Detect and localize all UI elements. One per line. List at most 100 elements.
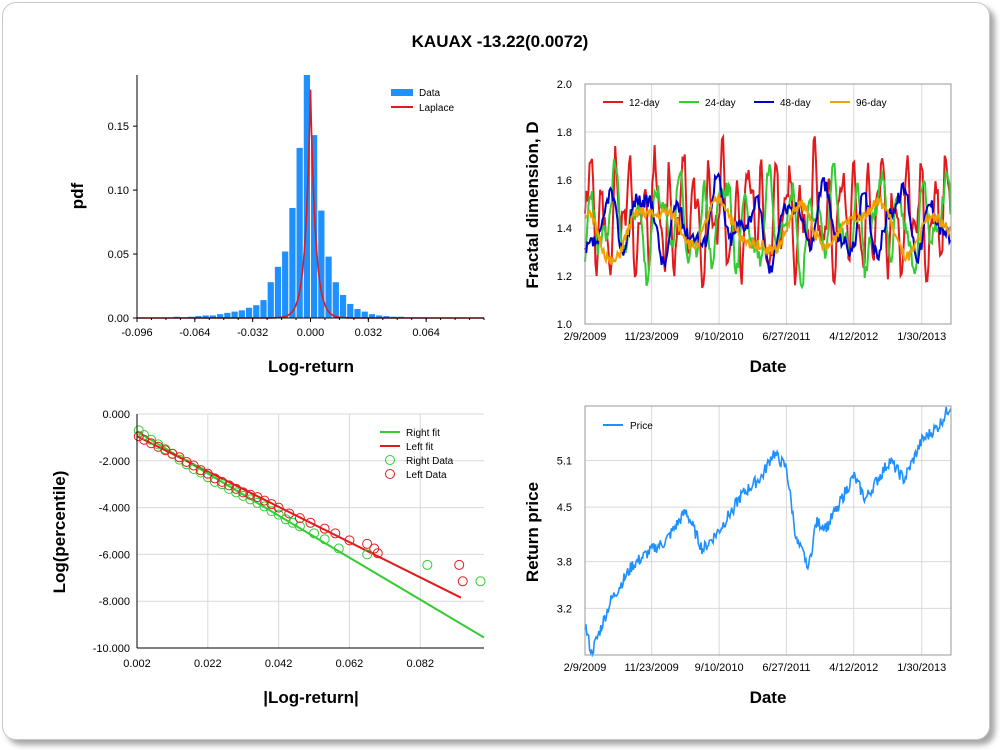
- right-data-point: [259, 501, 270, 512]
- right-data-point: [333, 543, 344, 554]
- x-tick-label: 4/12/2012: [829, 331, 878, 343]
- y-tick-label: 1.4: [557, 223, 572, 235]
- right-data-point: [319, 534, 330, 545]
- y-tick-label: 2.0: [557, 79, 572, 91]
- histogram-bar: [354, 309, 361, 318]
- histogram-bar: [368, 314, 376, 318]
- left-data-point: [319, 523, 330, 534]
- y-tick-label: 4.5: [557, 502, 572, 514]
- legend-swatch-right-data: [385, 455, 395, 465]
- series-line-48-day: [584, 172, 952, 274]
- histogram-bar: [238, 310, 245, 318]
- x-tick-label: -0.032: [237, 327, 268, 339]
- histogram-bar: [325, 256, 332, 318]
- x-tick-label: 2/9/2009: [564, 331, 607, 343]
- fractal-panel: [584, 83, 952, 325]
- main-title: KAUAX -13.22(0.0072): [411, 32, 589, 51]
- x-tick-label: 6/27/2011: [762, 331, 810, 343]
- y-tick-label: 3.8: [557, 557, 572, 569]
- x-tick-label: 0.042: [265, 658, 293, 670]
- legend-label: 48-day: [780, 98, 811, 109]
- x-tick-label: 0.062: [336, 658, 364, 670]
- y-tick-label: 1.6: [557, 175, 572, 187]
- legend-label: 96-day: [856, 98, 887, 109]
- y-tick-label: -2.000: [99, 456, 130, 468]
- x-tick-label: 9/10/2010: [695, 662, 744, 674]
- x-tick-label: 11/23/2009: [624, 662, 678, 674]
- left-data-point: [238, 487, 249, 498]
- legend-swatch-left-data: [385, 469, 395, 479]
- histogram-bar: [245, 307, 253, 318]
- y-tick-label: 3.2: [557, 603, 572, 615]
- histogram-bar: [217, 314, 224, 318]
- right-data-point: [153, 439, 164, 450]
- y-axis-label: Log(percentile): [50, 471, 69, 594]
- histogram-bar: [318, 210, 325, 318]
- x-tick-label: 4/12/2012: [829, 662, 878, 674]
- left-data-point: [457, 576, 468, 587]
- y-tick-label: 1.2: [557, 271, 572, 283]
- histogram-bar: [383, 316, 390, 318]
- left-data-point: [202, 468, 213, 479]
- left-data-point: [362, 538, 373, 549]
- y-axis-label: Return price: [523, 482, 542, 582]
- histogram-bar: [209, 315, 217, 318]
- legend-label-left-fit: Left fit: [406, 442, 433, 453]
- histogram-bar: [253, 305, 260, 318]
- histogram-bar: [260, 300, 267, 318]
- right-data-point: [362, 549, 373, 560]
- histogram-bar: [296, 147, 303, 318]
- x-tick-label: 0.000: [297, 327, 325, 339]
- tail-panel: [133, 413, 486, 649]
- left-data-point: [305, 517, 316, 528]
- y-tick-label: 0.000: [102, 409, 130, 421]
- price-line: [584, 406, 952, 658]
- histogram-bar: [224, 312, 231, 318]
- right-data-point: [202, 472, 213, 483]
- histogram-bar: [282, 251, 289, 318]
- legend-label: 12-day: [629, 98, 660, 109]
- y-tick-label: -6.000: [99, 549, 130, 561]
- legend-label-laplace: Laplace: [419, 103, 454, 114]
- chart-frame: [2, 2, 990, 740]
- x-tick-label: 1/30/2013: [897, 331, 946, 343]
- legend-label-data: Data: [419, 88, 441, 99]
- x-tick-label: 0.082: [406, 658, 434, 670]
- x-axis-label: Log-return: [268, 357, 354, 376]
- right-data-point: [146, 434, 157, 445]
- laplace-curve: [137, 89, 484, 319]
- right-data-point: [139, 430, 150, 441]
- histogram-bar: [289, 208, 296, 318]
- x-tick-label: 0.064: [412, 327, 440, 339]
- left-data-point: [174, 452, 185, 463]
- y-tick-label: 0.05: [108, 249, 129, 261]
- left-data-point: [372, 548, 383, 559]
- plot-frame: [584, 405, 952, 656]
- left-data-point: [188, 460, 199, 471]
- left-data-point: [133, 431, 144, 442]
- x-tick-label: 6/27/2011: [762, 662, 810, 674]
- histogram-bar: [376, 315, 383, 318]
- left-data-point: [294, 513, 305, 524]
- legend-label-price: Price: [630, 421, 653, 432]
- left-data-point: [284, 508, 295, 519]
- y-tick-label: 1.0: [557, 319, 572, 331]
- y-tick-label: -10.000: [93, 643, 130, 655]
- y-axis-label: pdf: [68, 182, 87, 209]
- legend-label-left-data: Left Data: [406, 470, 447, 481]
- x-tick-label: 0.022: [194, 658, 222, 670]
- price-panel: [584, 405, 952, 658]
- y-tick-label: 0.00: [108, 313, 129, 325]
- y-tick-label: 0.10: [108, 185, 129, 197]
- plot-frame: [584, 83, 952, 325]
- y-tick-label: 1.8: [557, 127, 572, 139]
- y-tick-label: -8.000: [99, 596, 130, 608]
- histogram-bar: [311, 135, 318, 318]
- x-tick-label: 0.032: [355, 327, 383, 339]
- histogram-bar: [339, 294, 347, 318]
- histogram-bar: [361, 311, 368, 318]
- right-data-point: [174, 454, 185, 465]
- x-axis-label: Date: [750, 688, 787, 707]
- left-data-point: [330, 528, 341, 539]
- right-data-point: [475, 576, 486, 587]
